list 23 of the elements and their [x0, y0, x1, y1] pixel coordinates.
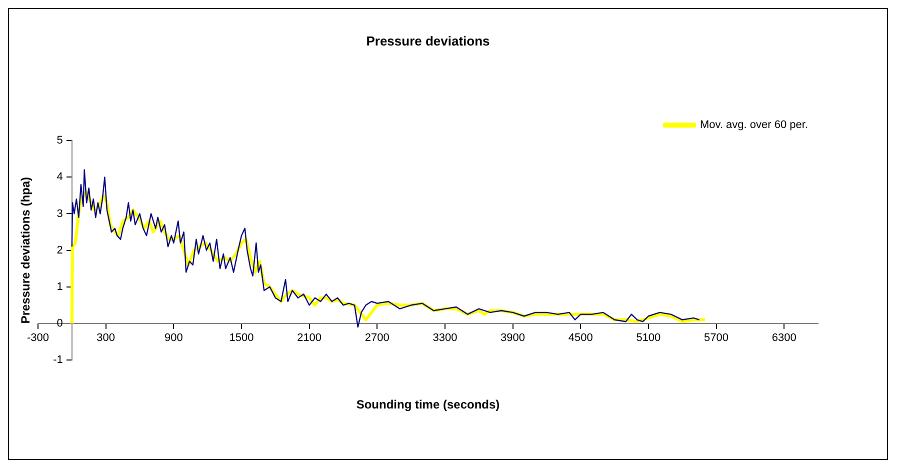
x-tick-label: 300	[96, 332, 116, 344]
y-tick-label: -1	[53, 354, 63, 366]
x-tick-label: 2700	[364, 332, 390, 344]
y-tick-label: 4	[56, 171, 63, 184]
x-tick-label: 5100	[636, 332, 661, 344]
chart-title: Pressure deviations	[366, 33, 490, 48]
legend-label: Mov. avg. over 60 per.	[700, 119, 808, 132]
x-tick-label: 4500	[568, 332, 593, 344]
x-tick-label: 3900	[500, 332, 526, 344]
y-axis-title: Pressure deviations (hpa)	[18, 176, 32, 324]
x-tick-label: 2100	[297, 332, 322, 344]
y-tick-label: 3	[56, 208, 63, 220]
x-tick-label: 900	[164, 332, 183, 344]
x-tick-label: 3300	[432, 332, 458, 344]
x-axis-title: Sounding time (seconds)	[356, 397, 500, 412]
x-tick-label: 1500	[229, 332, 254, 344]
y-tick-label: 0	[56, 317, 63, 330]
x-tick-label: 5700	[704, 332, 729, 344]
x-tick-label: 6300	[772, 332, 796, 344]
y-tick-label: 1	[56, 280, 63, 293]
x-tick-label: -300	[26, 332, 50, 344]
y-tick-label: 2	[56, 244, 63, 256]
y-tick-label: 5	[56, 134, 63, 147]
